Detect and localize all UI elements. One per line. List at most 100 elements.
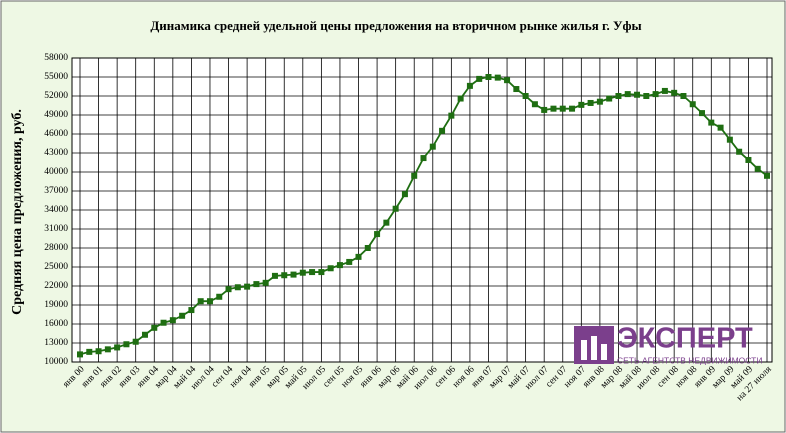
logo-icon-part	[601, 344, 607, 360]
y-tick-label: 10000	[44, 357, 68, 367]
point-marker	[643, 93, 650, 99]
point-marker	[439, 127, 446, 134]
logo-name: ЭКСПЕРТ	[617, 323, 753, 355]
point-marker	[476, 75, 483, 82]
y-tick-label: 37000	[44, 186, 68, 196]
point-marker	[114, 344, 121, 351]
y-tick-label: 34000	[44, 205, 68, 215]
y-tick-label: 43000	[44, 148, 68, 158]
point-marker	[522, 93, 529, 99]
point-marker	[262, 279, 269, 286]
point-marker	[290, 271, 297, 278]
point-marker	[383, 219, 390, 226]
y-tick-label: 55000	[44, 72, 68, 82]
point-marker	[318, 269, 325, 276]
point-marker	[726, 136, 733, 143]
y-tick-label: 22000	[44, 281, 68, 291]
point-marker	[596, 98, 603, 105]
point-marker	[374, 231, 381, 238]
y-tick-label: 19000	[44, 300, 68, 310]
point-marker	[206, 298, 213, 305]
point-marker	[680, 93, 687, 99]
point-marker	[550, 105, 557, 112]
point-marker	[281, 272, 288, 279]
point-marker	[141, 331, 148, 338]
logo-tagline: СЕТЬ АГЕНТСТВ НЕДВИЖИМОСТИ	[617, 355, 762, 365]
y-tick-label: 49000	[44, 110, 68, 120]
point-marker	[615, 93, 622, 99]
y-tick-label: 28000	[44, 243, 68, 253]
point-marker	[652, 91, 659, 98]
point-marker	[485, 74, 492, 80]
chart-title: Динамика средней удельной цены предложен…	[150, 18, 641, 33]
point-marker	[420, 155, 427, 162]
point-marker	[95, 348, 102, 355]
y-tick-label: 46000	[44, 129, 68, 139]
point-marker	[86, 348, 93, 355]
point-marker	[299, 269, 306, 276]
point-marker	[708, 119, 715, 126]
point-marker	[392, 205, 399, 212]
point-marker	[448, 112, 455, 119]
point-marker	[764, 172, 770, 179]
point-marker	[466, 82, 473, 89]
point-marker	[346, 258, 353, 265]
point-marker	[513, 86, 520, 93]
point-marker	[504, 77, 511, 84]
point-marker	[699, 110, 706, 117]
point-marker	[634, 91, 641, 98]
point-marker	[457, 95, 464, 102]
point-marker	[169, 317, 176, 324]
point-marker	[327, 265, 334, 272]
point-marker	[271, 272, 278, 279]
point-marker	[244, 283, 251, 290]
point-marker	[578, 101, 585, 108]
point-marker	[717, 124, 724, 131]
point-marker	[569, 105, 576, 112]
point-marker	[225, 286, 232, 293]
point-marker	[151, 324, 158, 331]
point-marker	[253, 281, 260, 288]
point-marker	[541, 106, 548, 113]
point-marker	[531, 101, 538, 108]
point-marker	[355, 253, 362, 260]
point-marker	[559, 105, 566, 112]
point-marker	[494, 74, 501, 81]
y-tick-label: 16000	[44, 319, 68, 329]
point-marker	[411, 172, 418, 179]
point-marker	[624, 91, 631, 98]
y-tick-label: 40000	[44, 167, 68, 177]
point-marker	[401, 191, 408, 198]
point-marker	[197, 298, 204, 305]
logo-icon-part	[591, 336, 597, 360]
point-marker	[754, 165, 761, 172]
point-marker	[745, 156, 752, 163]
y-tick-label: 13000	[44, 338, 68, 348]
point-marker	[587, 99, 594, 106]
y-tick-label: 58000	[44, 53, 68, 63]
point-marker	[179, 312, 186, 319]
point-marker	[689, 101, 696, 108]
point-marker	[429, 143, 436, 150]
point-marker	[364, 245, 371, 251]
point-marker	[132, 338, 139, 345]
point-marker	[77, 351, 83, 358]
y-axis-title: Средняя цена предложения, руб.	[10, 109, 25, 315]
logo-icon-part	[581, 340, 587, 360]
point-marker	[736, 148, 743, 155]
point-marker	[160, 319, 167, 326]
point-marker	[661, 87, 668, 94]
logo: ЭКСПЕРТ СЕТЬ АГЕНТСТВ НЕДВИЖИМОСТИ	[574, 323, 762, 365]
point-marker	[104, 346, 111, 353]
point-marker	[123, 341, 130, 348]
point-marker	[309, 269, 316, 276]
point-marker	[606, 95, 613, 102]
point-marker	[188, 307, 195, 314]
point-marker	[234, 284, 241, 291]
y-tick-label: 25000	[44, 262, 68, 272]
y-tick-label: 31000	[44, 224, 68, 234]
point-marker	[671, 89, 678, 96]
y-tick-label: 52000	[44, 91, 68, 101]
point-marker	[336, 262, 343, 269]
